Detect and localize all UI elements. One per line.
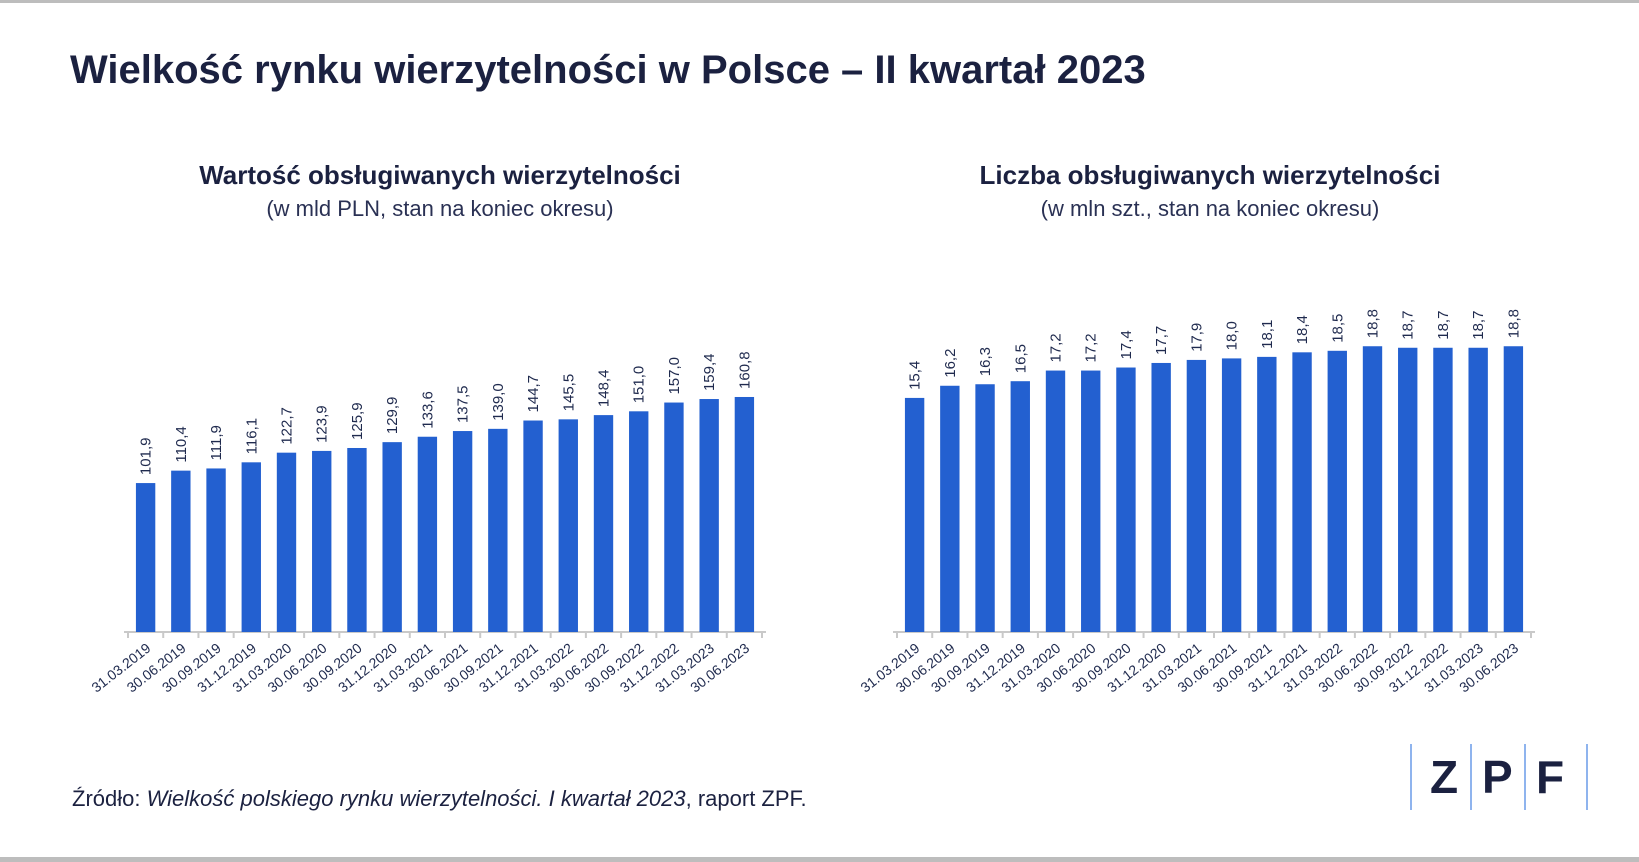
value-bar xyxy=(206,468,226,632)
count-bar xyxy=(1045,370,1066,632)
value-bar-value-label: 101,9 xyxy=(138,438,155,476)
count-bar xyxy=(1116,367,1136,632)
count-bar xyxy=(904,397,925,632)
value-bar xyxy=(734,396,755,632)
bottom-border xyxy=(0,857,1639,862)
count-bar-value-label: 18,4 xyxy=(1294,315,1311,344)
value-bar-value-label: 145,5 xyxy=(560,374,577,412)
count-bar xyxy=(1433,347,1453,632)
value-bar xyxy=(241,462,261,632)
value-bar xyxy=(135,483,156,632)
count-bar-value-label: 16,3 xyxy=(977,347,994,376)
logo-letter-p: P xyxy=(1482,751,1513,803)
count-bar-value-label: 17,2 xyxy=(1083,333,1100,362)
count-bar xyxy=(940,385,960,632)
logo-letter-f: F xyxy=(1536,751,1565,803)
value-bar-value-label: 144,7 xyxy=(525,375,542,413)
source-report-title: Wielkość polskiego rynku wierzytelności.… xyxy=(146,786,686,811)
logo-divider xyxy=(1586,744,1588,810)
value-bar-value-label: 151,0 xyxy=(631,366,648,404)
count-bar-value-label: 15,4 xyxy=(907,361,924,390)
source-prefix: Źródło: xyxy=(72,786,147,811)
count-bar xyxy=(1362,346,1383,632)
value-bar xyxy=(488,428,508,632)
count-bar xyxy=(1081,370,1101,632)
value-bar xyxy=(347,447,367,632)
count-bar xyxy=(1010,381,1030,632)
logo-divider xyxy=(1524,744,1526,810)
zpf-logo: Z P F xyxy=(1410,744,1590,810)
value-bar-value-label: 160,8 xyxy=(736,351,753,389)
value-chart-title: Wartość obsługiwanych wierzytelności xyxy=(199,160,681,190)
count-chart-title: Liczba obsługiwanych wierzytelności xyxy=(979,160,1441,190)
count-bar-value-label: 17,9 xyxy=(1188,323,1205,352)
logo-divider xyxy=(1410,744,1412,810)
count-bar xyxy=(1468,347,1488,632)
value-bar xyxy=(452,431,473,632)
count-bar-value-label: 17,7 xyxy=(1153,326,1170,355)
value-bar-value-label: 157,0 xyxy=(666,357,683,395)
count-bar-value-label: 18,7 xyxy=(1435,311,1452,340)
count-bar xyxy=(1292,352,1312,632)
value-bar-value-label: 110,4 xyxy=(173,426,190,462)
count-chart-subtitle: (w mln szt., stan na koniec okresu) xyxy=(1040,196,1380,221)
page-title: Wielkość rynku wierzytelności w Polsce –… xyxy=(70,48,1146,92)
value-bar-value-label: 139,0 xyxy=(490,383,507,421)
count-bar-value-label: 18,7 xyxy=(1400,311,1417,340)
count-bar-value-label: 18,8 xyxy=(1365,309,1382,338)
value-bar-value-label: 137,5 xyxy=(455,385,472,423)
count-bar-value-label: 17,4 xyxy=(1118,330,1135,359)
count-bar xyxy=(1151,362,1171,632)
value-bar-value-label: 148,4 xyxy=(596,370,613,408)
value-bar-value-label: 116,1 xyxy=(243,418,260,454)
value-bar-value-label: 125,9 xyxy=(349,402,366,440)
value-bar-value-label: 111,9 xyxy=(208,425,225,460)
count-bar xyxy=(1186,359,1207,632)
count-bar-value-label: 18,1 xyxy=(1259,320,1276,349)
logo-divider xyxy=(1470,744,1472,810)
value-bar xyxy=(699,399,719,632)
value-bar xyxy=(171,470,191,632)
count-bar-value-label: 16,2 xyxy=(942,349,959,378)
value-bar xyxy=(312,450,332,632)
count-bar xyxy=(975,384,995,632)
count-bar-value-label: 18,7 xyxy=(1470,311,1487,340)
count-bar-value-label: 18,0 xyxy=(1224,321,1241,350)
value-bar xyxy=(593,415,614,632)
value-bar-value-label: 133,6 xyxy=(419,391,436,429)
source-note: Źródło: Wielkość polskiego rynku wierzyt… xyxy=(72,786,807,812)
value-bar xyxy=(664,402,684,632)
value-bar xyxy=(523,420,543,632)
value-bar xyxy=(629,411,649,632)
value-bar xyxy=(417,436,438,632)
count-bar-value-label: 18,5 xyxy=(1329,314,1346,343)
value-bar-value-label: 159,4 xyxy=(701,353,718,391)
value-bar xyxy=(558,419,578,632)
count-bar-value-label: 17,2 xyxy=(1048,333,1065,362)
value-bar xyxy=(276,452,297,632)
count-bar xyxy=(1257,356,1277,632)
logo-letter-z: Z xyxy=(1430,751,1459,803)
value-bar-value-label: 122,7 xyxy=(279,407,296,445)
value-bar-value-label: 123,9 xyxy=(314,405,331,443)
count-bar-value-label: 18,8 xyxy=(1505,309,1522,338)
value-chart-subtitle: (w mld PLN, stan na koniec okresu) xyxy=(266,196,614,221)
count-bar xyxy=(1398,347,1418,632)
count-bar xyxy=(1503,346,1524,632)
count-bar xyxy=(1221,358,1242,632)
count-bar-value-label: 16,5 xyxy=(1012,344,1029,373)
value-bar xyxy=(382,442,402,632)
count-bar xyxy=(1327,350,1347,632)
source-suffix: , raport ZPF. xyxy=(685,786,807,811)
top-border xyxy=(0,0,1639,3)
value-bar-value-label: 129,9 xyxy=(384,397,401,435)
